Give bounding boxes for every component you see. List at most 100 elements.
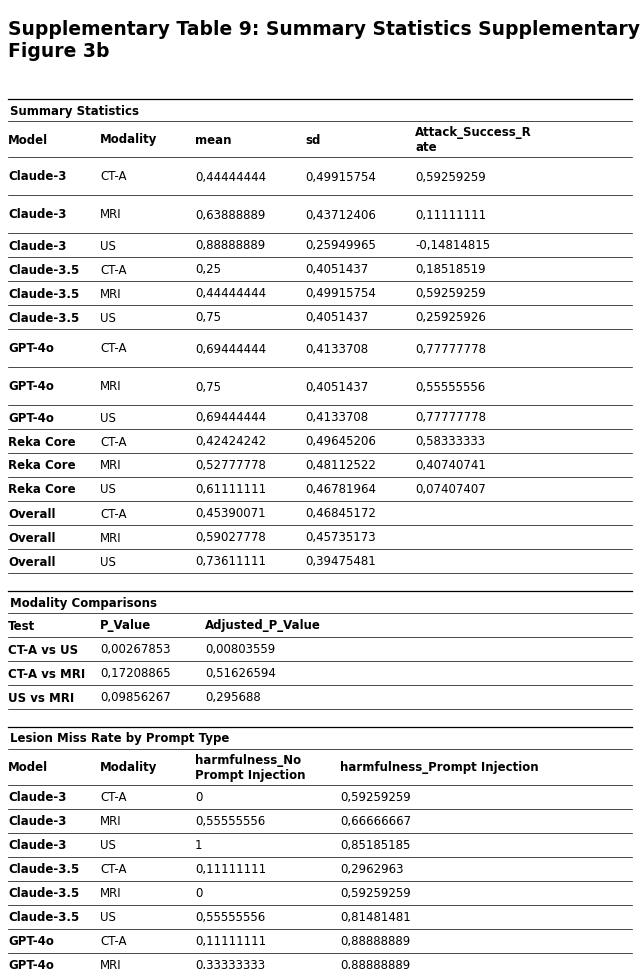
Text: 0,49915754: 0,49915754 — [305, 287, 376, 300]
Text: 0,2962963: 0,2962963 — [340, 862, 403, 876]
Text: Claude-3: Claude-3 — [8, 838, 67, 852]
Text: Claude-3: Claude-3 — [8, 239, 67, 252]
Text: MRI: MRI — [100, 887, 122, 899]
Text: 0,88888889: 0,88888889 — [195, 239, 265, 252]
Text: 0,25: 0,25 — [195, 264, 221, 276]
Text: 0,61111111: 0,61111111 — [195, 483, 266, 496]
Text: 0,11111111: 0,11111111 — [195, 934, 266, 948]
Text: Overall: Overall — [8, 555, 56, 568]
Text: 0,4051437: 0,4051437 — [305, 380, 368, 393]
Text: P_Value: P_Value — [100, 619, 151, 632]
Text: US: US — [100, 239, 116, 252]
Text: Overall: Overall — [8, 507, 56, 520]
Text: CT-A: CT-A — [100, 934, 127, 948]
Text: Claude-3: Claude-3 — [8, 171, 67, 183]
Text: 0,25925926: 0,25925926 — [415, 311, 486, 325]
Text: Modality: Modality — [100, 134, 157, 146]
Text: MRI: MRI — [100, 958, 122, 969]
Text: Adjusted_P_Value: Adjusted_P_Value — [205, 619, 321, 632]
Text: 0,85185185: 0,85185185 — [340, 838, 410, 852]
Text: 0,69444444: 0,69444444 — [195, 342, 266, 355]
Text: 0,59259259: 0,59259259 — [415, 171, 486, 183]
Text: 0,40740741: 0,40740741 — [415, 459, 486, 472]
Text: GPT-4o: GPT-4o — [8, 411, 54, 424]
Text: Model: Model — [8, 134, 48, 146]
Text: 0,49915754: 0,49915754 — [305, 171, 376, 183]
Text: Claude-3.5: Claude-3.5 — [8, 311, 79, 325]
Text: 0: 0 — [195, 887, 202, 899]
Text: Reka Core: Reka Core — [8, 483, 76, 496]
Text: 0,33333333: 0,33333333 — [195, 958, 265, 969]
Text: 1: 1 — [195, 838, 202, 852]
Text: 0,00803559: 0,00803559 — [205, 642, 275, 656]
Text: 0,52777778: 0,52777778 — [195, 459, 266, 472]
Text: 0,59259259: 0,59259259 — [340, 887, 411, 899]
Text: CT-A: CT-A — [100, 791, 127, 803]
Text: Claude-3: Claude-3 — [8, 815, 67, 828]
Text: 0,45735173: 0,45735173 — [305, 531, 376, 544]
Text: GPT-4o: GPT-4o — [8, 958, 54, 969]
Text: 0,81481481: 0,81481481 — [340, 911, 411, 923]
Text: Lesion Miss Rate by Prompt Type: Lesion Miss Rate by Prompt Type — [10, 732, 229, 745]
Text: 0,58333333: 0,58333333 — [415, 435, 485, 448]
Text: 0: 0 — [195, 791, 202, 803]
Text: US vs MRI: US vs MRI — [8, 691, 74, 703]
Text: 0,25949965: 0,25949965 — [305, 239, 376, 252]
Text: 0,4051437: 0,4051437 — [305, 264, 368, 276]
Text: 0,4133708: 0,4133708 — [305, 411, 368, 424]
Text: 0,45390071: 0,45390071 — [195, 507, 266, 520]
Text: GPT-4o: GPT-4o — [8, 380, 54, 393]
Text: 0,59027778: 0,59027778 — [195, 531, 266, 544]
Text: 0,17208865: 0,17208865 — [100, 667, 171, 680]
Text: 0,00267853: 0,00267853 — [100, 642, 170, 656]
Text: Overall: Overall — [8, 531, 56, 544]
Text: 0,44444444: 0,44444444 — [195, 287, 266, 300]
Text: US: US — [100, 483, 116, 496]
Text: 0,66666667: 0,66666667 — [340, 815, 411, 828]
Text: MRI: MRI — [100, 815, 122, 828]
Text: US: US — [100, 411, 116, 424]
Text: 0,4051437: 0,4051437 — [305, 311, 368, 325]
Text: 0,44444444: 0,44444444 — [195, 171, 266, 183]
Text: -0,14814815: -0,14814815 — [415, 239, 490, 252]
Text: MRI: MRI — [100, 208, 122, 221]
Text: Claude-3.5: Claude-3.5 — [8, 862, 79, 876]
Text: harmfulness_No: harmfulness_No — [195, 753, 301, 766]
Text: 0,39475481: 0,39475481 — [305, 555, 376, 568]
Text: Model: Model — [8, 761, 48, 773]
Text: MRI: MRI — [100, 287, 122, 300]
Text: harmfulness_Prompt Injection: harmfulness_Prompt Injection — [340, 761, 539, 773]
Text: sd: sd — [305, 134, 321, 146]
Text: 0,63888889: 0,63888889 — [195, 208, 266, 221]
Text: ate: ate — [415, 141, 436, 154]
Text: 0,49645206: 0,49645206 — [305, 435, 376, 448]
Text: Claude-3.5: Claude-3.5 — [8, 264, 79, 276]
Text: MRI: MRI — [100, 531, 122, 544]
Text: CT-A: CT-A — [100, 507, 127, 520]
Text: 0,75: 0,75 — [195, 380, 221, 393]
Text: CT-A: CT-A — [100, 264, 127, 276]
Text: Test: Test — [8, 619, 35, 632]
Text: 0,4133708: 0,4133708 — [305, 342, 368, 355]
Text: 0,48112522: 0,48112522 — [305, 459, 376, 472]
Text: 0,88888889: 0,88888889 — [340, 958, 410, 969]
Text: Modality Comparisons: Modality Comparisons — [10, 596, 157, 609]
Text: Prompt Injection: Prompt Injection — [195, 768, 305, 782]
Text: CT-A: CT-A — [100, 435, 127, 448]
Text: CT-A vs MRI: CT-A vs MRI — [8, 667, 85, 680]
Text: 0,69444444: 0,69444444 — [195, 411, 266, 424]
Text: US: US — [100, 555, 116, 568]
Text: 0,11111111: 0,11111111 — [415, 208, 486, 221]
Text: Claude-3.5: Claude-3.5 — [8, 911, 79, 923]
Text: Claude-3: Claude-3 — [8, 791, 67, 803]
Text: Reka Core: Reka Core — [8, 435, 76, 448]
Text: 0,55555556: 0,55555556 — [195, 911, 265, 923]
Text: Reka Core: Reka Core — [8, 459, 76, 472]
Text: 0,07407407: 0,07407407 — [415, 483, 486, 496]
Text: 0,46781964: 0,46781964 — [305, 483, 376, 496]
Text: 0,11111111: 0,11111111 — [195, 862, 266, 876]
Text: 0,73611111: 0,73611111 — [195, 555, 266, 568]
Text: 0,59259259: 0,59259259 — [415, 287, 486, 300]
Text: CT-A: CT-A — [100, 862, 127, 876]
Text: CT-A vs US: CT-A vs US — [8, 642, 78, 656]
